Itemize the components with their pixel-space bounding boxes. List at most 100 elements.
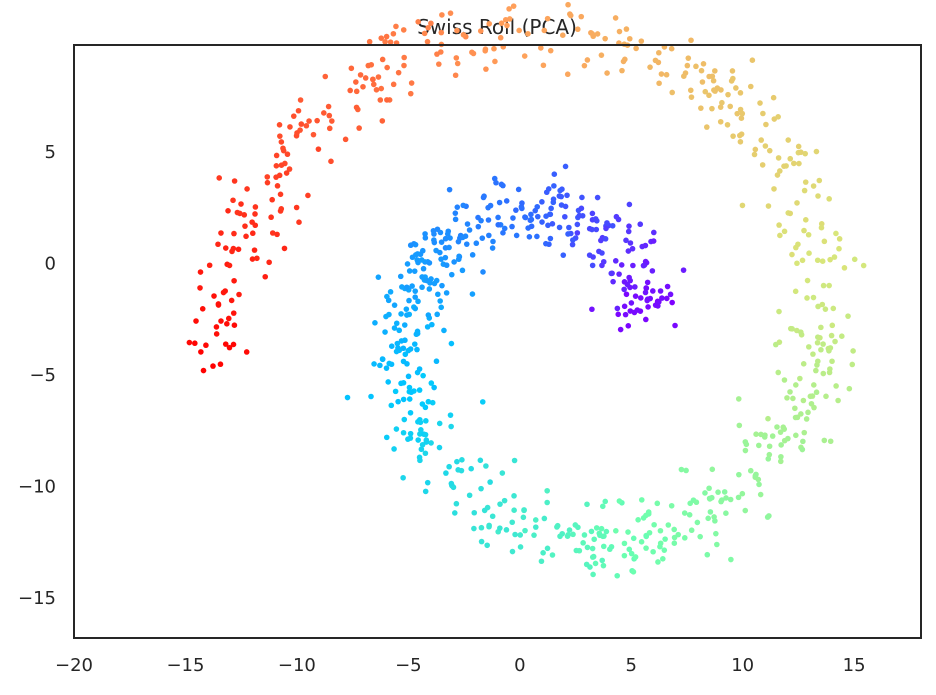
scatter-point [562, 163, 569, 170]
scatter-point [215, 302, 222, 308]
scatter-point [225, 315, 232, 322]
scatter-point [511, 493, 517, 499]
scatter-point [545, 186, 552, 192]
scatter-point [600, 258, 607, 265]
scatter-point [709, 466, 716, 473]
scatter-point [808, 400, 815, 407]
scatter-point [725, 91, 731, 98]
scatter-point [707, 509, 714, 515]
scatter-point [787, 155, 794, 162]
scatter-point [765, 456, 772, 462]
scatter-point [604, 70, 610, 76]
scatter-point [433, 277, 440, 284]
scatter-point [803, 416, 810, 422]
scatter-point [632, 554, 639, 560]
scatter-point [419, 284, 425, 291]
scatter-point [655, 559, 661, 565]
scatter-point [436, 420, 443, 427]
scatter-point [698, 105, 704, 111]
scatter-point [387, 39, 394, 45]
scatter-point [199, 306, 206, 312]
scatter-point [815, 358, 821, 365]
scatter-points [186, 1, 867, 579]
scatter-point [593, 226, 600, 233]
scatter-point [402, 351, 409, 358]
scatter-point [484, 542, 490, 549]
scatter-point [384, 64, 390, 71]
scatter-point [438, 239, 445, 245]
scatter-point [448, 480, 455, 487]
scatter-point [398, 338, 405, 344]
scatter-point [633, 45, 639, 52]
scatter-point [429, 321, 435, 328]
scatter-point [702, 490, 708, 496]
scatter-point [643, 285, 649, 291]
scatter-point [497, 525, 503, 531]
scatter-point [602, 35, 608, 42]
scatter-point [589, 545, 596, 552]
scatter-point [851, 256, 858, 263]
scatter-point [669, 299, 675, 306]
scatter-point [442, 245, 449, 251]
scatter-point [459, 457, 465, 463]
scatter-point [198, 349, 204, 355]
scatter-point [438, 29, 445, 36]
scatter-point [784, 395, 790, 401]
x-axis-ticks: −20 −15 −10 −5 0 5 10 15 [55, 655, 866, 676]
scatter-point [241, 212, 248, 218]
scatter-point [675, 531, 682, 538]
scatter-point [446, 463, 452, 470]
scatter-point [213, 324, 220, 330]
scatter-point [662, 536, 668, 542]
scatter-point [357, 72, 364, 78]
scatter-point [447, 10, 454, 16]
y-tick-label: −10 [18, 476, 56, 497]
scatter-point [739, 490, 746, 497]
scatter-point [485, 217, 492, 223]
scatter-point [738, 115, 745, 121]
scatter-point [688, 37, 694, 44]
scatter-point [800, 397, 807, 404]
scatter-point [632, 293, 639, 299]
scatter-point [777, 458, 784, 465]
scatter-point [723, 495, 729, 501]
scatter-point [826, 282, 832, 289]
x-tick-label: 10 [731, 655, 754, 676]
scatter-point [486, 523, 492, 530]
scatter-point [623, 26, 630, 32]
scatter-point [475, 223, 482, 230]
scatter-point [222, 341, 229, 347]
scatter-point [790, 395, 796, 402]
scatter-point [466, 492, 473, 499]
scatter-point [274, 231, 280, 238]
scatter-point [637, 221, 644, 228]
scatter-point [439, 282, 445, 289]
scatter-point [401, 322, 408, 328]
scatter-point [479, 399, 486, 405]
scatter-point [800, 361, 807, 367]
scatter-point [826, 196, 832, 202]
scatter-point [379, 56, 386, 63]
scatter-point [599, 557, 605, 564]
scatter-point [386, 360, 393, 367]
scatter-point [443, 262, 450, 269]
scatter-point [296, 219, 302, 225]
scatter-point [687, 87, 694, 94]
scatter-point [526, 234, 533, 240]
scatter-point [398, 380, 404, 387]
scatter-point [416, 387, 423, 393]
scatter-point [434, 226, 441, 233]
scatter-point [781, 228, 788, 235]
scatter-point [796, 160, 802, 167]
scatter-point [325, 103, 332, 110]
scatter-point [391, 302, 398, 308]
scatter-point [403, 306, 410, 312]
y-tick-label: −15 [18, 588, 56, 609]
scatter-point [532, 517, 539, 523]
scatter-point [649, 268, 656, 274]
scatter-point [794, 260, 800, 267]
scatter-point [522, 214, 528, 220]
scatter-point [486, 232, 492, 239]
scatter-point [480, 269, 486, 275]
scatter-point [565, 1, 571, 8]
